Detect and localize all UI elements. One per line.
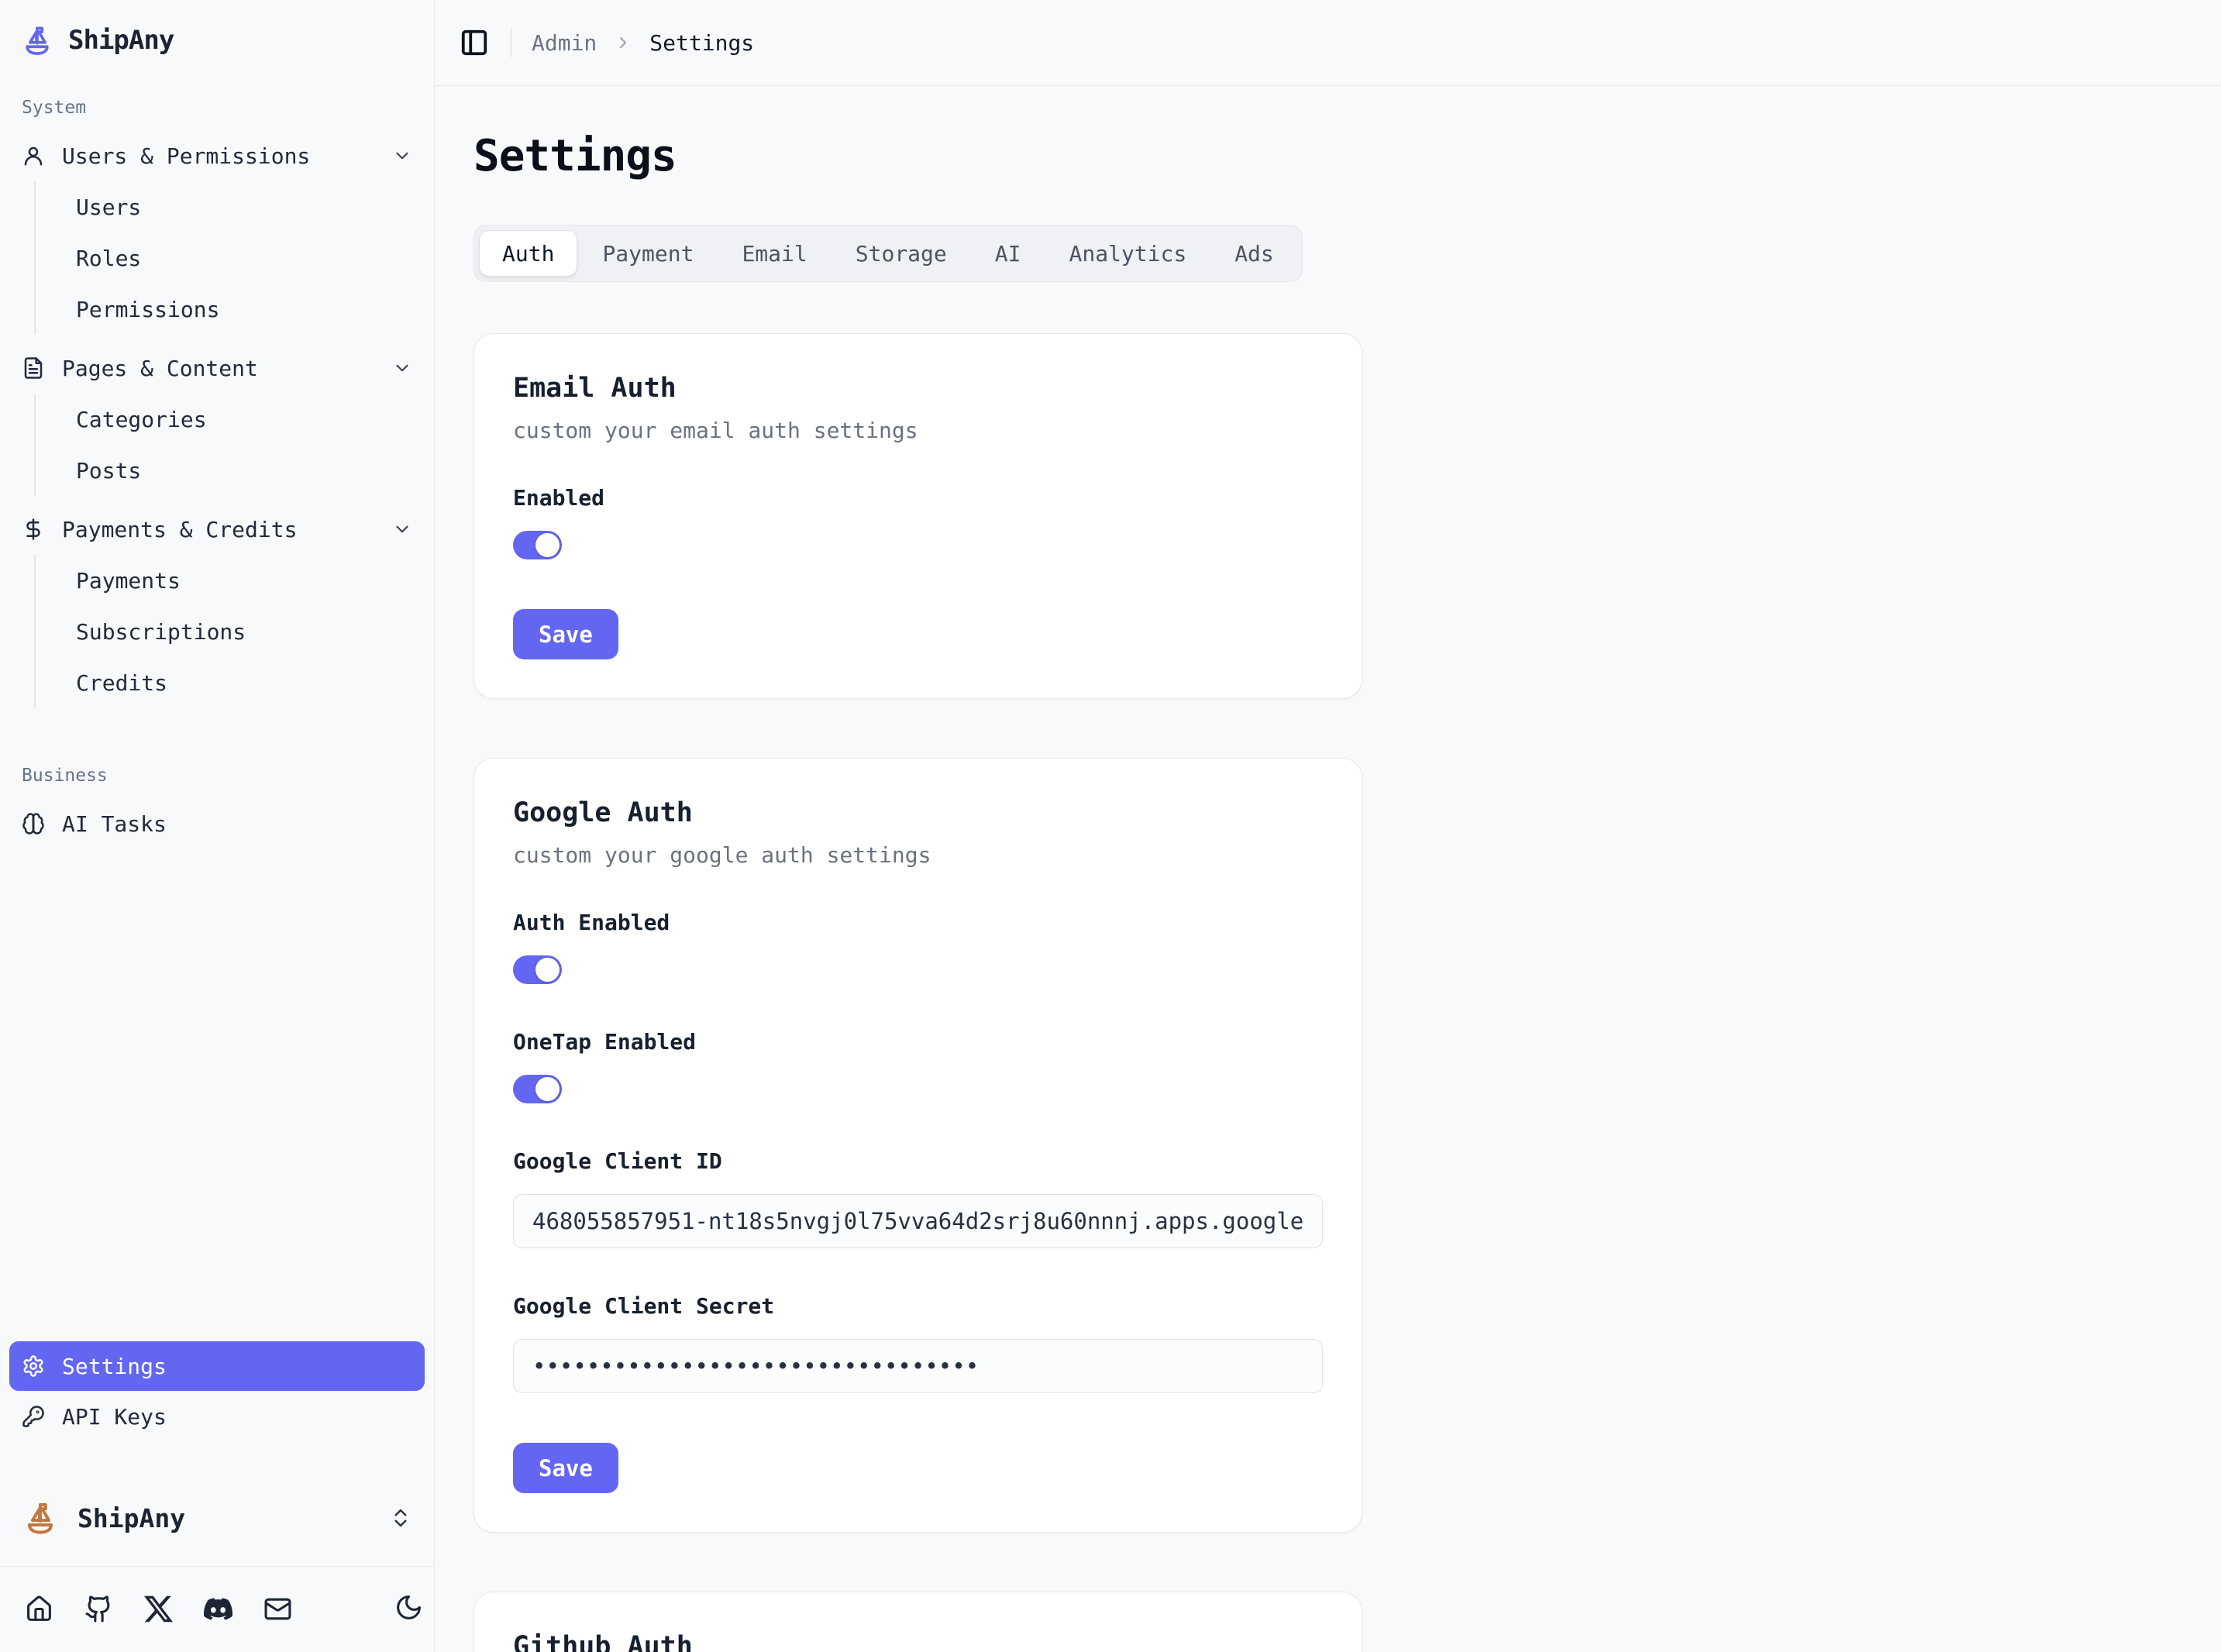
sidebar-spacer	[9, 849, 425, 1341]
sidebar-item-posts[interactable]: Posts	[76, 457, 142, 484]
section-label-system: System	[22, 98, 87, 118]
discord-icon[interactable]	[204, 1595, 232, 1623]
team-switcher[interactable]: ShipAny	[9, 1479, 425, 1557]
sailboat-icon	[28, 1503, 53, 1534]
chevrons-up-down-icon	[394, 1509, 407, 1527]
sailboat-icon	[26, 26, 49, 55]
sidebar-item-label: AI Tasks	[62, 811, 167, 837]
sidebar-item-label: API Keys	[62, 1403, 167, 1430]
card-subtitle: custom your email auth settings	[513, 418, 918, 443]
chevron-down-icon	[396, 525, 408, 533]
card-title: Google Auth	[513, 797, 693, 828]
card-subtitle: custom your google auth settings	[513, 842, 931, 868]
sidebar: ShipAny System Users & Permissions Users…	[0, 0, 435, 1652]
sidebar-item-settings[interactable]: Settings	[9, 1341, 425, 1391]
key-icon	[22, 1406, 44, 1427]
sidebar-sublist-payments: Payments Subscriptions Credits	[34, 555, 425, 708]
github-auth-card: Github Auth custom your github auth sett…	[473, 1592, 1362, 1652]
sidebar-item-api-keys[interactable]: API Keys	[9, 1391, 425, 1442]
sidebar-item-payments[interactable]: Payments	[76, 567, 181, 594]
email-enabled-toggle[interactable]	[513, 531, 562, 559]
sidebar-group-payments-credits[interactable]: Payments & Credits	[9, 504, 425, 555]
sidebar-group-pages-content[interactable]: Pages & Content	[9, 342, 425, 394]
settings-tabs: Auth Payment Email Storage AI Analytics …	[473, 225, 1303, 282]
sidebar-sublist-users: Users Roles Permissions	[34, 181, 425, 335]
field-label-google-client-secret: Google Client Secret	[513, 1293, 775, 1319]
dollar-icon	[26, 518, 40, 540]
breadcrumb: Admin Settings	[532, 30, 754, 56]
moon-icon	[397, 1595, 421, 1619]
tab-ai[interactable]: AI	[994, 240, 1021, 267]
gear-icon	[23, 1355, 43, 1377]
breadcrumb-settings: Settings	[649, 29, 755, 56]
app-logo[interactable]: ShipAny	[9, 14, 425, 65]
topbar: Admin Settings	[435, 0, 2221, 86]
app-title: ShipAny	[68, 25, 174, 56]
save-button[interactable]: Save	[513, 1443, 618, 1493]
field-label-google-client-id: Google Client ID	[513, 1148, 722, 1174]
sidebar-sublist-pages: Categories Posts	[34, 394, 425, 496]
google-auth-enabled-toggle[interactable]	[513, 955, 562, 984]
email-auth-card: Email Auth custom your email auth settin…	[473, 333, 1362, 699]
page-title: Settings	[473, 131, 677, 181]
sidebar-item-users[interactable]: Users	[76, 194, 142, 220]
sidebar-footer-links	[9, 1567, 425, 1652]
user-icon	[24, 146, 43, 166]
mail-icon[interactable]	[263, 1595, 292, 1623]
sidebar-divider	[0, 1566, 434, 1567]
save-button[interactable]: Save	[513, 609, 618, 659]
x-icon[interactable]	[144, 1595, 173, 1623]
sidebar-item-roles[interactable]: Roles	[76, 245, 142, 271]
chevron-down-icon	[396, 152, 408, 160]
sidebar-item-label: Settings	[62, 1353, 167, 1379]
google-client-id-input[interactable]	[513, 1194, 1323, 1248]
panel-left-icon	[461, 29, 487, 56]
card-title: Email Auth	[513, 373, 677, 404]
tab-analytics[interactable]: Analytics	[1069, 240, 1187, 267]
sidebar-group-label: Pages & Content	[62, 355, 258, 381]
tab-payment[interactable]: Payment	[602, 240, 694, 267]
chevron-right-icon	[620, 37, 627, 48]
field-label-enabled: Enabled	[513, 485, 605, 511]
sidebar-item-subscriptions[interactable]: Subscriptions	[76, 618, 246, 645]
section-label-business: Business	[22, 766, 108, 786]
tab-storage[interactable]: Storage	[855, 240, 947, 267]
sidebar-item-categories[interactable]: Categories	[76, 406, 207, 432]
breadcrumb-admin[interactable]: Admin	[532, 29, 597, 56]
github-icon[interactable]	[84, 1595, 113, 1623]
theme-toggle[interactable]	[394, 1593, 423, 1625]
field-label-auth-enabled: Auth Enabled	[513, 910, 670, 935]
google-auth-card: Google Auth custom your google auth sett…	[473, 758, 1362, 1533]
sidebar-item-ai-tasks[interactable]: AI Tasks	[9, 798, 425, 849]
sidebar-group-users-permissions[interactable]: Users & Permissions	[9, 130, 425, 181]
google-client-secret-input[interactable]	[513, 1339, 1323, 1393]
page-content: Settings Auth Payment Email Storage AI A…	[435, 86, 2221, 1652]
tab-email[interactable]: Email	[742, 240, 807, 267]
sidebar-group-label: Payments & Credits	[62, 516, 298, 542]
file-text-icon	[24, 357, 43, 379]
card-title: Github Auth	[513, 1631, 693, 1652]
sidebar-item-credits[interactable]: Credits	[76, 669, 168, 696]
field-label-onetap-enabled: OneTap Enabled	[513, 1029, 697, 1055]
main-area: Admin Settings Settings Auth Payment Ema…	[435, 0, 2221, 1652]
tab-ads[interactable]: Ads	[1234, 240, 1274, 267]
home-icon[interactable]	[25, 1595, 53, 1623]
google-onetap-enabled-toggle[interactable]	[513, 1075, 562, 1103]
sidebar-item-permissions[interactable]: Permissions	[76, 296, 220, 322]
chevron-down-icon	[396, 364, 408, 372]
tab-auth[interactable]: Auth	[480, 231, 577, 276]
brain-icon	[22, 813, 44, 835]
sidebar-group-label: Users & Permissions	[62, 143, 311, 169]
team-name: ShipAny	[77, 1502, 186, 1533]
sidebar-toggle-button[interactable]	[458, 26, 491, 59]
